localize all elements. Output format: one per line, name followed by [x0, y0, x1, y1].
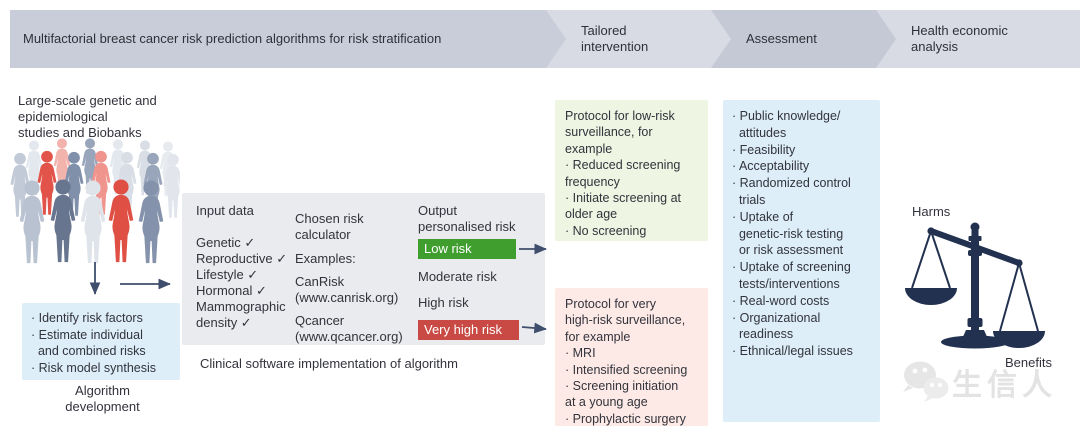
- text-line: Large-scale genetic and: [18, 93, 157, 108]
- risk-calculator-examples: Examples: CanRisk (www.canrisk.org) Qcancer…: [295, 251, 417, 345]
- text-line: studies and Biobanks: [18, 125, 142, 140]
- text-line: Protocol for low-risk: [565, 109, 675, 123]
- text-line: epidemiological: [18, 109, 108, 124]
- text-line: [295, 306, 417, 313]
- text-line: Mammographic: [196, 299, 286, 314]
- clinical-software-box: Input data Genetic ✓ Reproductive ✓ Lifest…: [182, 193, 545, 345]
- text-line: · Risk model synthesis: [31, 360, 157, 375]
- text-line: · Intensified screening: [565, 362, 688, 377]
- text-line: density ✓: [196, 315, 252, 330]
- text-line: Chosen risk: [295, 211, 364, 226]
- text-line: personalised risk: [418, 219, 516, 234]
- text-line: · Organizational: [732, 310, 821, 325]
- text-line: older age: [565, 207, 618, 222]
- wechat-icon: [903, 361, 949, 402]
- text-line: example: [565, 141, 613, 156]
- text-line: high-risk surveillance,: [565, 313, 686, 328]
- input-data-items: Genetic ✓ Reproductive ✓ Lifestyle ✓ Hormon…: [196, 235, 296, 331]
- text-line: · Initiate screening at: [565, 191, 682, 206]
- text-line: CanRisk: [295, 274, 345, 289]
- text-line: readiness: [732, 327, 794, 342]
- input-data-header: Input data: [196, 203, 296, 235]
- text-line: · Real-word costs: [732, 293, 830, 308]
- banner-step-health-economic: Health economic analysis: [876, 10, 1080, 68]
- text-line: development: [65, 399, 140, 414]
- balance-scale-icon: [905, 222, 1045, 349]
- output-risk-column: Output personalised risk Low risk Moderat…: [418, 203, 540, 340]
- text-line: · Estimate individual: [31, 327, 143, 342]
- text-line: · Identify risk factors: [31, 311, 143, 325]
- text-line: frequency: [565, 174, 620, 189]
- banner-step-label: Multifactorial breast cancer risk predic…: [23, 31, 442, 46]
- biobank-title: Large-scale genetic and epidemiological st…: [18, 93, 157, 141]
- text-line: calculator: [295, 227, 351, 242]
- text-line: Examples:: [295, 251, 356, 266]
- text-line: · Feasibility: [732, 142, 796, 157]
- text-line: Protocol for very: [565, 297, 657, 311]
- text-line: (www.qcancer.org): [295, 329, 403, 344]
- text-line: Input data: [196, 203, 254, 218]
- text-line: · Ethnical/legal issues: [732, 344, 853, 359]
- assessment-box: · Public knowledge/ attitudes · Feasibili…: [723, 100, 880, 422]
- text-line: trials: [732, 192, 766, 207]
- text-line: and combined risks: [31, 344, 146, 358]
- text-line: · Public knowledge/: [732, 109, 841, 123]
- text-line: · Prophylactic surgery: [565, 411, 686, 426]
- very-high-risk-protocol-box: Protocol for very high-risk surveillance,…: [555, 288, 708, 426]
- banner-step-risk-stratification: Multifactorial breast cancer risk predic…: [10, 10, 579, 68]
- harms-label: Harms: [912, 204, 951, 219]
- benefits-label: Benefits: [1005, 355, 1052, 370]
- very-high-risk-badge: Very high risk: [418, 320, 519, 340]
- high-risk-label: High risk: [418, 295, 469, 310]
- text-line: Reproductive ✓: [196, 251, 288, 266]
- algorithm-development-caption: Algorithm development: [30, 383, 175, 415]
- output-risk-header: Output personalised risk: [418, 203, 540, 235]
- text-line: or risk assessment: [732, 243, 844, 258]
- text-line: at a young age: [565, 395, 648, 410]
- risk-calculator-column: Chosen risk calculator Examples: CanRisk (w…: [295, 203, 417, 345]
- text-line: · Reduced screening: [565, 158, 681, 173]
- text-line: Algorithm: [75, 383, 130, 398]
- text-line: (www.canrisk.org): [295, 290, 399, 305]
- low-risk-badge: Low risk: [418, 239, 516, 259]
- clinical-software-caption: Clinical software implementation of algo…: [200, 356, 458, 371]
- text-line: · Screening initiation: [565, 379, 679, 394]
- low-risk-protocol-box: Protocol for low-risk surveillance, for ex…: [555, 100, 708, 241]
- text-line: · MRI: [565, 346, 596, 361]
- text-line: Output: [418, 203, 458, 218]
- banner-step-label: Health economic analysis: [911, 23, 1008, 54]
- algorithm-development-box: · Identify risk factors · Estimate indivi…: [22, 303, 180, 380]
- text-line: [295, 267, 417, 274]
- watermark-text: 生信人: [952, 369, 1057, 402]
- banner-step-label: Tailored intervention: [581, 23, 649, 54]
- text-line: Genetic ✓: [196, 235, 256, 250]
- moderate-risk-label: Moderate risk: [418, 269, 497, 284]
- population-crowd-icon: [10, 138, 180, 264]
- input-data-column: Input data Genetic ✓ Reproductive ✓ Lifest…: [196, 203, 296, 331]
- banner-step-label: Assessment: [746, 31, 817, 46]
- risk-calculator-header: Chosen risk calculator: [295, 211, 417, 243]
- text-line: Qcancer: [295, 313, 345, 328]
- text-line: tests/interventions: [732, 276, 840, 291]
- text-line: surveillance, for: [565, 125, 653, 140]
- text-line: · Acceptability: [732, 159, 810, 174]
- text-line: Lifestyle ✓: [196, 267, 259, 282]
- text-line: · Randomized control: [732, 176, 851, 191]
- text-line: · Uptake of: [732, 209, 794, 224]
- text-line: Hormonal ✓: [196, 283, 267, 298]
- text-line: for example: [565, 329, 631, 344]
- text-line: genetic-risk testing: [732, 226, 844, 241]
- text-line: · Uptake of screening: [732, 260, 851, 275]
- text-line: attitudes: [732, 125, 787, 140]
- text-line: · No screening: [565, 223, 647, 238]
